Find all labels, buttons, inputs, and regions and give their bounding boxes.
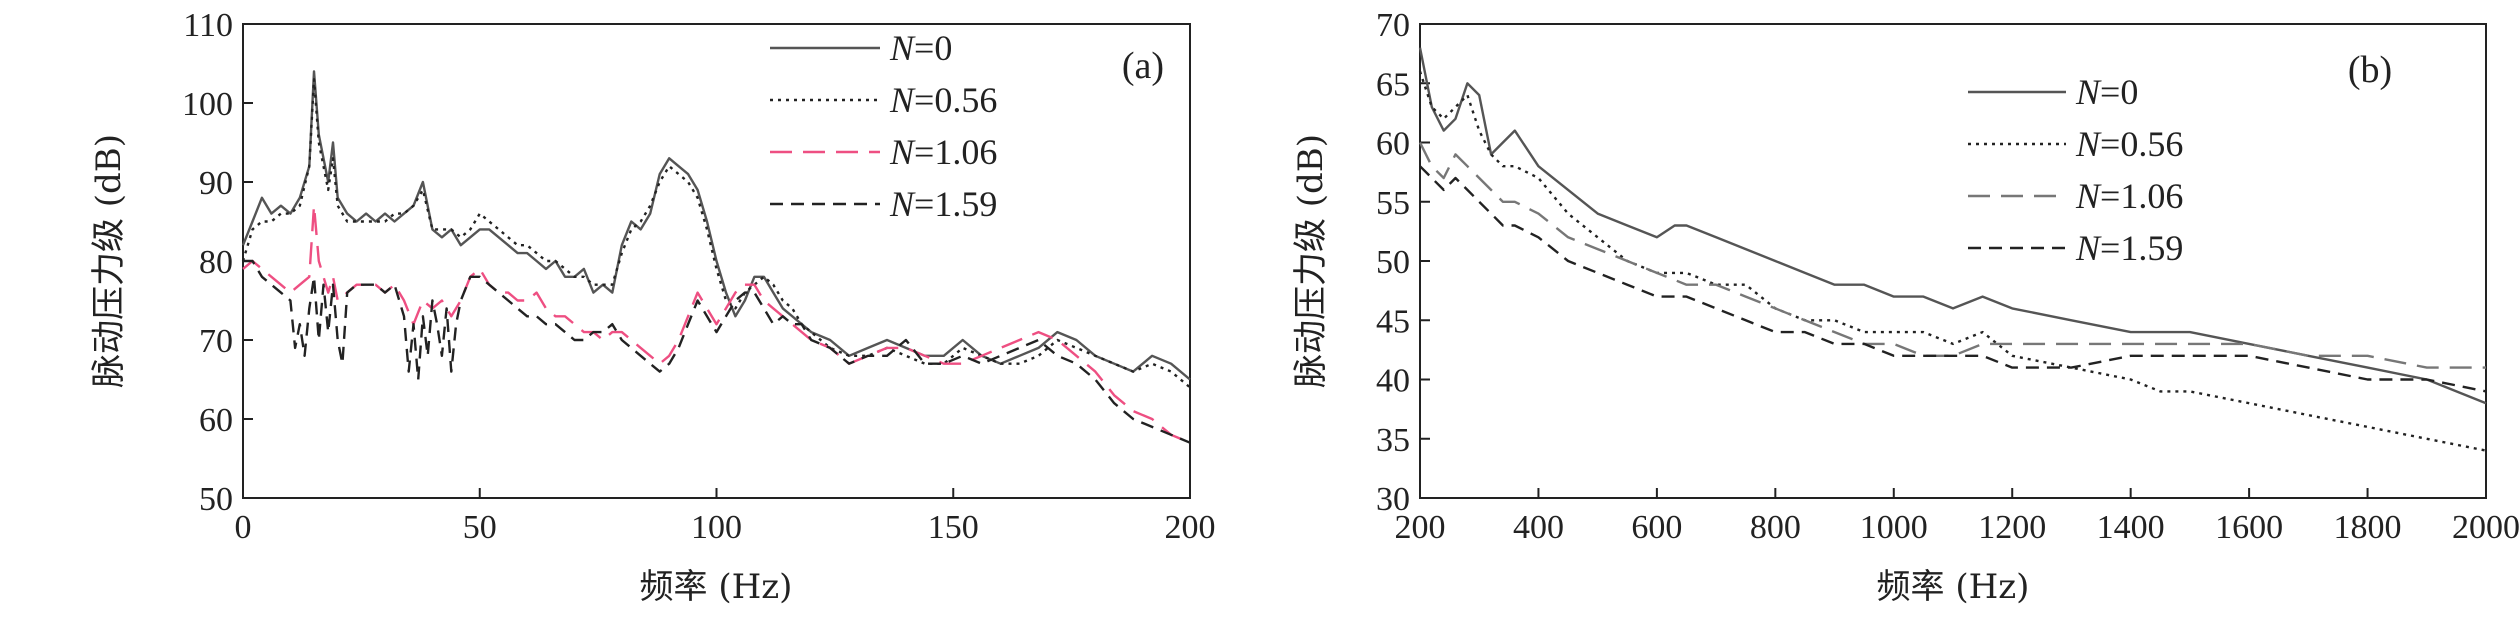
legend-label-value: =0 bbox=[2100, 72, 2138, 112]
x-tick-label: 1200 bbox=[1978, 509, 2046, 546]
y-tick-label: 30 bbox=[1376, 481, 1410, 518]
legend-label-3: N=1.06 bbox=[889, 132, 997, 172]
panel-label: (b) bbox=[2348, 49, 2392, 91]
legend-label-var: N bbox=[889, 184, 916, 224]
series-line-1 bbox=[1418, 47, 2487, 405]
y-tick-label: 50 bbox=[1376, 244, 1410, 281]
x-tick-label: 400 bbox=[1513, 509, 1564, 546]
x-axis-label: 频率 (Hz) bbox=[1877, 567, 2030, 607]
series-line-1 bbox=[241, 70, 1191, 381]
x-tick-label: 2000 bbox=[2452, 509, 2520, 546]
x-tick-label: 200 bbox=[1395, 509, 1446, 546]
legend-label-var: N bbox=[2075, 72, 2102, 112]
y-tick-label: 70 bbox=[1376, 7, 1410, 44]
x-tick-label: 1800 bbox=[2334, 509, 2402, 546]
plot-frame bbox=[1419, 23, 2487, 499]
y-tick-label: 40 bbox=[1376, 363, 1410, 400]
y-axis-label: 脉动压力级 (dB) bbox=[89, 134, 129, 388]
y-tick-label: 80 bbox=[199, 244, 233, 281]
legend-label-var: N bbox=[2075, 228, 2102, 268]
series-line-2 bbox=[1418, 71, 2487, 452]
x-tick-label: 100 bbox=[691, 509, 742, 546]
legend-label-value: =1.06 bbox=[914, 132, 997, 172]
legend-label-4: N=1.59 bbox=[889, 184, 997, 224]
legend-label-1: N=0 bbox=[2075, 72, 2138, 112]
x-tick-label: 200 bbox=[1165, 509, 1216, 546]
y-tick-label: 90 bbox=[199, 165, 233, 202]
series-line-3 bbox=[1418, 141, 2486, 369]
series-line-4 bbox=[243, 259, 1191, 444]
x-tick-label: 150 bbox=[928, 509, 979, 546]
y-tick-label: 60 bbox=[1376, 126, 1410, 163]
x-tick-label: 1400 bbox=[2097, 509, 2165, 546]
x-tick-label: 600 bbox=[1631, 509, 1682, 546]
y-tick-label: 35 bbox=[1376, 422, 1410, 459]
legend-label-value: =1.06 bbox=[2100, 176, 2183, 216]
y-axis-label: 脉动压力级 (dB) bbox=[1291, 134, 1331, 388]
legend-label-3: N=1.06 bbox=[2075, 176, 2183, 216]
legend-label-var: N bbox=[2075, 176, 2102, 216]
legend-label-var: N bbox=[2075, 124, 2102, 164]
y-tick-label: 70 bbox=[199, 323, 233, 360]
legend-label-value: =1.59 bbox=[2100, 228, 2183, 268]
x-tick-label: 50 bbox=[463, 509, 497, 546]
y-tick-label: 110 bbox=[183, 7, 233, 44]
x-tick-label: 0 bbox=[235, 509, 252, 546]
y-tick-label: 45 bbox=[1376, 303, 1410, 340]
y-tick-label: 60 bbox=[199, 402, 233, 439]
legend-label-4: N=1.59 bbox=[2075, 228, 2183, 268]
series-line-3 bbox=[242, 204, 1191, 444]
y-tick-label: 55 bbox=[1376, 185, 1410, 222]
y-tick-label: 65 bbox=[1376, 66, 1410, 103]
series-line-4 bbox=[1419, 165, 2487, 393]
x-tick-label: 1600 bbox=[2215, 509, 2283, 546]
legend-label-2: N=0.56 bbox=[2075, 124, 2183, 164]
legend-label-var: N bbox=[889, 28, 916, 68]
x-axis-label: 频率 (Hz) bbox=[640, 567, 793, 607]
x-tick-label: 800 bbox=[1750, 509, 1801, 546]
legend-label-value: =0.56 bbox=[2100, 124, 2183, 164]
y-tick-label: 100 bbox=[182, 86, 233, 123]
legend-label-1: N=0 bbox=[889, 28, 952, 68]
legend-label-2: N=0.56 bbox=[889, 80, 997, 120]
legend-label-value: =1.59 bbox=[914, 184, 997, 224]
legend-label-value: =0 bbox=[914, 28, 952, 68]
legend-label-var: N bbox=[889, 80, 916, 120]
x-tick-label: 1000 bbox=[1860, 509, 1928, 546]
panel-b-chart: 30 35 40 45 50 55 60 65 70 200 400 600 800 1000 1200 14… bbox=[1291, 7, 2520, 607]
legend-label-var: N bbox=[889, 132, 916, 172]
y-tick-label: 50 bbox=[199, 481, 233, 518]
legend-label-value: =0.56 bbox=[914, 80, 997, 120]
panel-label: (a) bbox=[1122, 45, 1164, 87]
